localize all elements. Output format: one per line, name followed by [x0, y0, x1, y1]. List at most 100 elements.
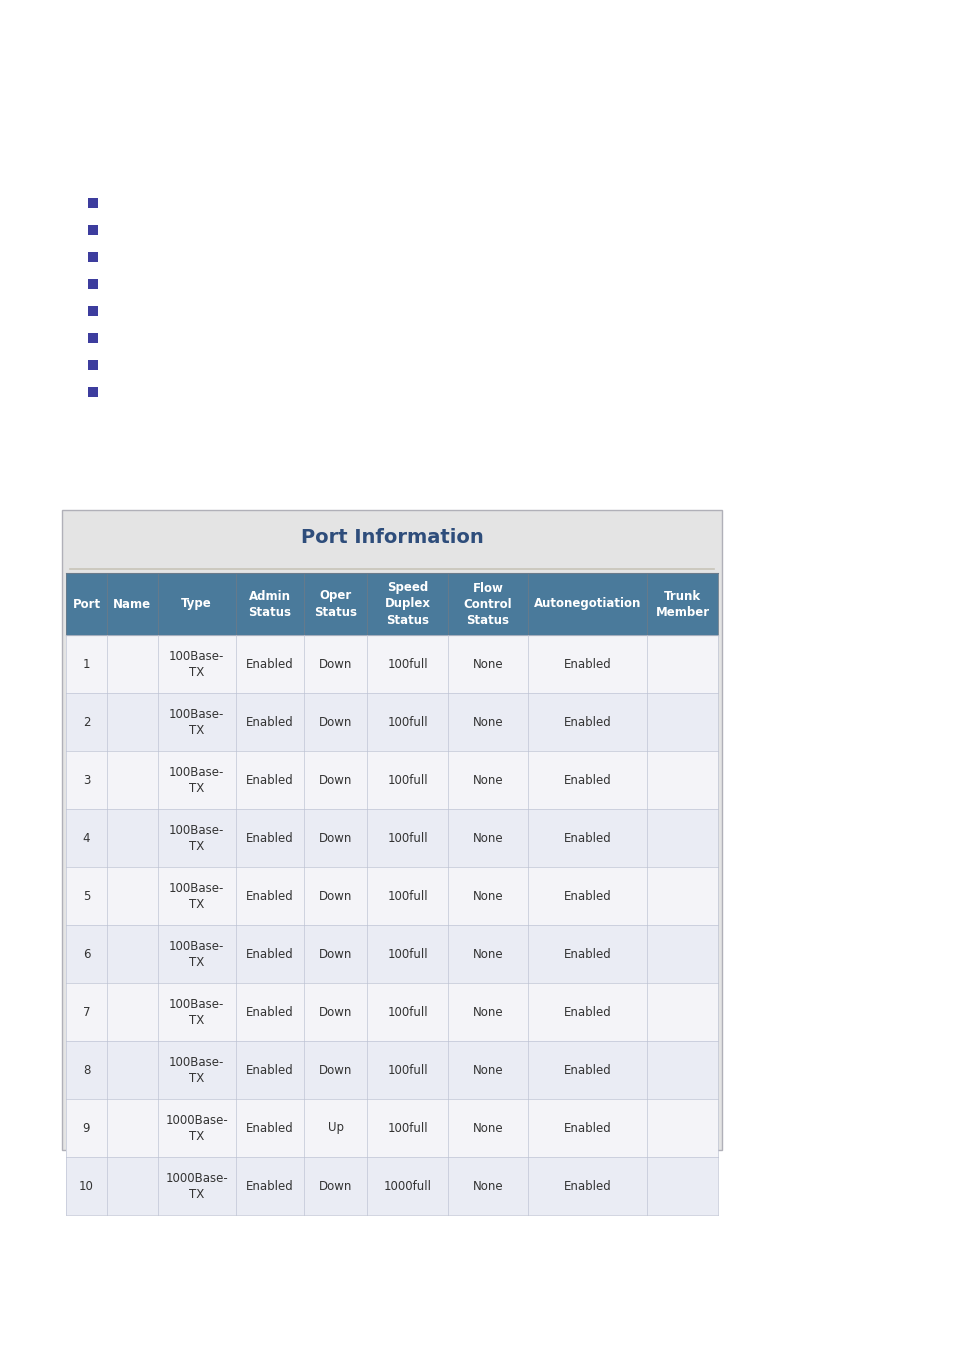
Text: 100Base-
TX: 100Base- TX [169, 940, 224, 968]
Bar [66, 809, 718, 867]
Bar [66, 1041, 718, 1099]
Text: None: None [472, 1006, 503, 1018]
Text: Down: Down [319, 1006, 352, 1018]
Text: Down: Down [319, 890, 352, 903]
Bar [66, 983, 718, 1041]
Text: Enabled: Enabled [246, 1122, 294, 1134]
Bar [88, 198, 98, 208]
Text: 8: 8 [83, 1064, 91, 1076]
Text: 5: 5 [83, 890, 91, 903]
Text: 4: 4 [83, 832, 91, 845]
Text: 100full: 100full [387, 774, 428, 787]
Text: 100full: 100full [387, 890, 428, 903]
Text: None: None [472, 1064, 503, 1076]
Text: 1000Base-
TX: 1000Base- TX [165, 1172, 228, 1200]
Bar [88, 306, 98, 316]
Text: Down: Down [319, 716, 352, 729]
Text: Enabled: Enabled [563, 948, 611, 960]
Bar [88, 333, 98, 343]
Text: Down: Down [319, 832, 352, 845]
Text: 100Base-
TX: 100Base- TX [169, 1056, 224, 1084]
Text: Down: Down [319, 1180, 352, 1192]
Text: 1: 1 [83, 657, 91, 671]
Text: 100full: 100full [387, 657, 428, 671]
Text: Enabled: Enabled [563, 1006, 611, 1018]
Text: None: None [472, 890, 503, 903]
Text: 100full: 100full [387, 1064, 428, 1076]
Text: None: None [472, 832, 503, 845]
Text: 1000full: 1000full [383, 1180, 431, 1192]
Text: Enabled: Enabled [563, 1064, 611, 1076]
Text: Down: Down [319, 774, 352, 787]
Bar [88, 252, 98, 262]
Bar [66, 867, 718, 925]
Text: None: None [472, 948, 503, 960]
Text: 100Base-
TX: 100Base- TX [169, 707, 224, 737]
Text: Flow
Control
Status: Flow Control Status [463, 582, 512, 626]
Text: 2: 2 [83, 716, 91, 729]
Text: Enabled: Enabled [563, 890, 611, 903]
Text: 100Base-
TX: 100Base- TX [169, 882, 224, 910]
Text: None: None [472, 716, 503, 729]
Bar [66, 1099, 718, 1157]
Text: 100full: 100full [387, 832, 428, 845]
Text: 9: 9 [83, 1122, 91, 1134]
Bar [66, 1157, 718, 1215]
Text: 7: 7 [83, 1006, 91, 1018]
Bar [62, 510, 721, 1150]
Text: 100Base-
TX: 100Base- TX [169, 824, 224, 852]
Text: Enabled: Enabled [563, 716, 611, 729]
Text: 100full: 100full [387, 716, 428, 729]
Text: Down: Down [319, 657, 352, 671]
Text: Enabled: Enabled [563, 774, 611, 787]
Text: 6: 6 [83, 948, 91, 960]
Bar [66, 634, 718, 693]
Text: None: None [472, 657, 503, 671]
Text: Autonegotiation: Autonegotiation [534, 598, 640, 610]
Text: Down: Down [319, 1064, 352, 1076]
Text: 100full: 100full [387, 948, 428, 960]
Text: Oper
Status: Oper Status [314, 590, 357, 618]
Text: 1000Base-
TX: 1000Base- TX [165, 1114, 228, 1142]
Text: Up: Up [328, 1122, 343, 1134]
Text: 100Base-
TX: 100Base- TX [169, 765, 224, 795]
Text: 3: 3 [83, 774, 91, 787]
Text: None: None [472, 1180, 503, 1192]
Text: Enabled: Enabled [246, 716, 294, 729]
Text: Enabled: Enabled [246, 774, 294, 787]
Text: Port Information: Port Information [300, 528, 483, 547]
Text: Enabled: Enabled [563, 832, 611, 845]
Text: Enabled: Enabled [563, 1180, 611, 1192]
Text: Enabled: Enabled [246, 832, 294, 845]
Text: Name: Name [113, 598, 152, 610]
Bar [66, 693, 718, 751]
Text: 100full: 100full [387, 1122, 428, 1134]
Bar [66, 925, 718, 983]
Text: Enabled: Enabled [563, 1122, 611, 1134]
Text: Port: Port [72, 598, 100, 610]
Text: Down: Down [319, 948, 352, 960]
Bar [66, 572, 718, 634]
Text: Enabled: Enabled [246, 948, 294, 960]
Text: Enabled: Enabled [246, 1180, 294, 1192]
Text: Admin
Status: Admin Status [248, 590, 291, 618]
Text: Speed
Duplex
Status: Speed Duplex Status [384, 582, 430, 626]
Bar [88, 279, 98, 289]
Text: None: None [472, 1122, 503, 1134]
Bar [88, 360, 98, 370]
Text: 10: 10 [79, 1180, 93, 1192]
Text: None: None [472, 774, 503, 787]
Text: 100full: 100full [387, 1006, 428, 1018]
Text: Enabled: Enabled [246, 657, 294, 671]
Text: Trunk
Member: Trunk Member [655, 590, 709, 618]
Text: Enabled: Enabled [563, 657, 611, 671]
Text: Enabled: Enabled [246, 1064, 294, 1076]
Text: Enabled: Enabled [246, 1006, 294, 1018]
Text: 100Base-
TX: 100Base- TX [169, 998, 224, 1026]
Text: Type: Type [181, 598, 212, 610]
Text: 100Base-
TX: 100Base- TX [169, 649, 224, 679]
Bar [88, 225, 98, 235]
Bar [88, 387, 98, 397]
Text: Enabled: Enabled [246, 890, 294, 903]
Bar [66, 751, 718, 809]
